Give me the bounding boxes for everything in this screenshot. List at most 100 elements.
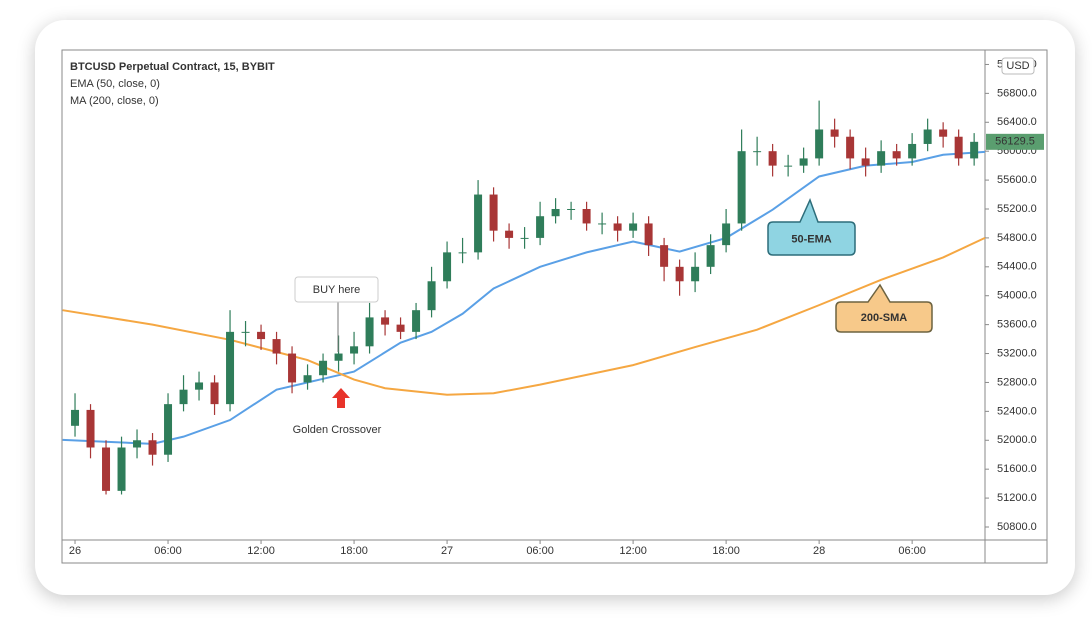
y-tick-label: 51200.0 [997,492,1037,504]
candle-body [210,382,219,405]
buy-arrow [332,388,350,408]
candle-body [629,223,638,231]
y-tick-label: 52400.0 [997,405,1037,417]
x-tick-label: 18:00 [712,545,740,557]
candle-body [489,194,498,231]
x-tick-label: 06:00 [526,545,554,557]
x-tick-label: 06:00 [898,545,926,557]
buy-box [294,276,379,303]
candle-body [706,245,715,267]
candle-body [830,129,839,137]
x-tick-label: 12:00 [247,545,275,557]
candle-body [675,266,684,282]
y-tick-label: 54800.0 [997,232,1037,244]
candle-body [179,389,188,405]
currency-box [1001,57,1035,75]
candle-body [474,194,483,253]
candle-body [520,237,529,239]
y-tick-label: 56400.0 [997,116,1037,128]
candle-body [799,158,808,166]
candle-body [226,331,235,405]
callout-label: 50-EMA [791,233,831,245]
currency-label: USD [1006,60,1029,72]
candle-body [443,252,452,282]
callout-box [767,198,856,256]
candle-body [908,143,917,159]
candle-body [241,331,250,333]
y-tick-label: 52800.0 [997,376,1037,388]
candle-body [412,310,421,332]
candle-body [753,151,762,153]
candle-body [272,339,281,354]
y-tick-label: 51600.0 [997,463,1037,475]
candle-body [117,447,126,491]
candle-body [427,281,436,311]
candle-body [722,223,731,246]
candle-body [257,331,266,340]
candle-body [877,151,886,166]
candle-body [768,151,777,166]
x-tick-label: 26 [69,545,81,557]
y-tick-label: 50800.0 [997,521,1037,533]
candle-body [102,447,111,491]
candle-body [288,353,297,383]
candle-body [691,266,700,282]
candle-body [365,317,374,347]
y-tick-label: 52000.0 [997,434,1037,446]
candle-body [458,252,467,254]
candle-body [861,158,870,166]
candle-body [334,353,343,361]
candle-body [505,230,514,238]
candle-body [846,136,855,159]
candle-body [536,216,545,238]
chart-title: BTCUSD Perpetual Contract, 15, BYBIT [70,61,275,73]
candle-body [396,324,405,332]
candle-body [923,129,932,144]
y-tick-label: 54400.0 [997,261,1037,273]
candle-body [737,151,746,224]
y-tick-label: 55200.0 [997,203,1037,215]
callout-box [835,283,933,333]
candle-body [660,245,669,267]
y-tick-label: 53600.0 [997,319,1037,331]
y-tick-label: 55600.0 [997,174,1037,186]
y-tick-label: 54000.0 [997,290,1037,302]
indicator-legend: EMA (50, close, 0) [70,78,160,90]
buy-label: BUY here [313,284,361,296]
x-tick-label: 28 [813,545,825,557]
candle-body [164,404,173,455]
candle-body [86,409,95,448]
candle-body [613,223,622,231]
candle-body [319,360,328,376]
candle-body [381,317,390,325]
candle-body [939,129,948,137]
y-tick-label: 53200.0 [997,347,1037,359]
candle-body [551,208,560,217]
last-price-tag [986,133,1044,150]
candle-body [784,165,793,167]
candle-body [148,440,157,455]
candle-body [567,208,576,210]
candle-body [350,346,359,354]
candle-body [195,382,204,390]
indicator-line [62,236,986,396]
indicator-line [62,150,986,445]
x-tick-label: 27 [441,545,453,557]
candle-body [970,141,979,159]
candle-body [598,223,607,225]
y-tick-label: 56800.0 [997,87,1037,99]
candle-body [644,223,653,246]
candle-body [303,375,312,383]
candle-body [582,208,591,224]
crossover-label: Golden Crossover [293,424,382,436]
candle-body [815,129,824,159]
callout-label: 200-SMA [861,312,908,324]
last-price-label: 56129.5 [995,136,1035,148]
indicator-legend: MA (200, close, 0) [70,95,159,107]
candle-body [71,409,80,426]
x-tick-label: 12:00 [619,545,647,557]
x-tick-label: 18:00 [340,545,368,557]
candle-body [954,136,963,159]
